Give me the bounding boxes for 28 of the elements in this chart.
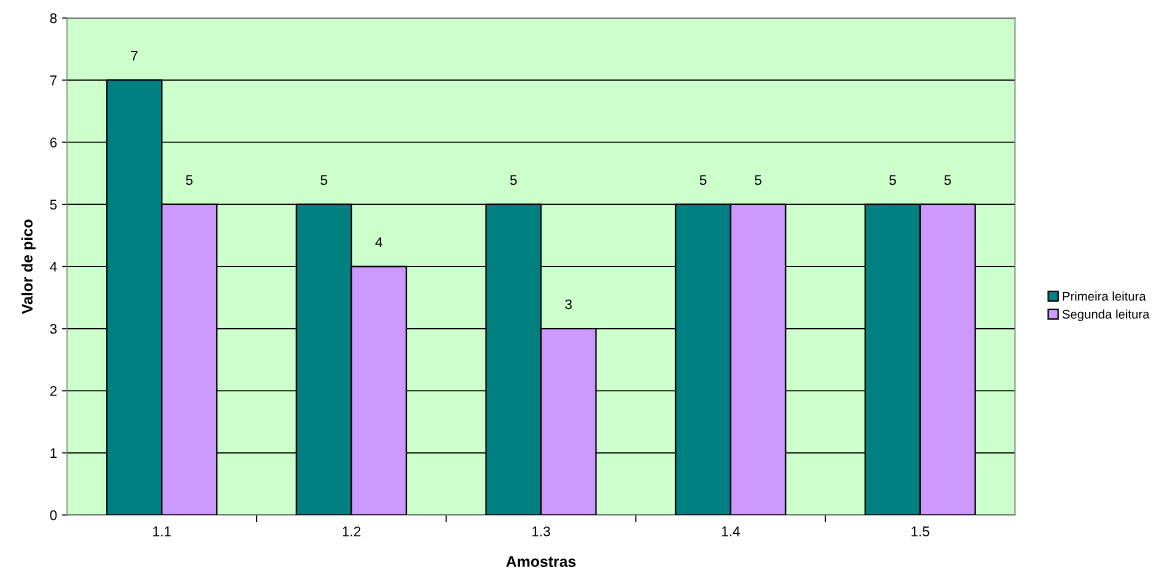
- data-label: 7: [131, 51, 138, 61]
- data-label: 5: [699, 175, 707, 185]
- x-tick-label: 1.2: [342, 526, 361, 537]
- y-tick-label: 5: [50, 199, 57, 210]
- data-label: 5: [510, 175, 517, 185]
- data-label: 5: [754, 175, 762, 185]
- y-tick-label: 0: [50, 510, 57, 521]
- data-label: 5: [944, 175, 951, 185]
- y-tick-label: 8: [50, 13, 57, 24]
- data-label: 5: [320, 175, 328, 185]
- y-tick-label: 4: [49, 261, 57, 272]
- x-tick-label: 1.4: [722, 526, 740, 537]
- x-axis-title: Amostras: [506, 556, 576, 567]
- y-tick-label: 2: [50, 386, 57, 396]
- y-axis-title: Valor de pico: [21, 219, 36, 314]
- y-tick-label: 6: [50, 137, 57, 148]
- x-tick-label: 1.1: [153, 526, 171, 537]
- data-label: 5: [185, 175, 193, 185]
- y-tick-label: 7: [50, 75, 57, 86]
- legend-label: Segunda leitura: [1062, 309, 1150, 322]
- data-label: 5: [889, 175, 896, 185]
- x-tick-label: 1.5: [911, 526, 930, 537]
- y-tick-label: 3: [50, 323, 57, 334]
- legend-label: Primeira leitura: [1062, 291, 1146, 301]
- data-label: 3: [565, 299, 572, 310]
- x-tick-label: 1.3: [532, 526, 551, 537]
- y-tick-label: 1: [50, 448, 57, 458]
- data-label: 4: [375, 237, 383, 247]
